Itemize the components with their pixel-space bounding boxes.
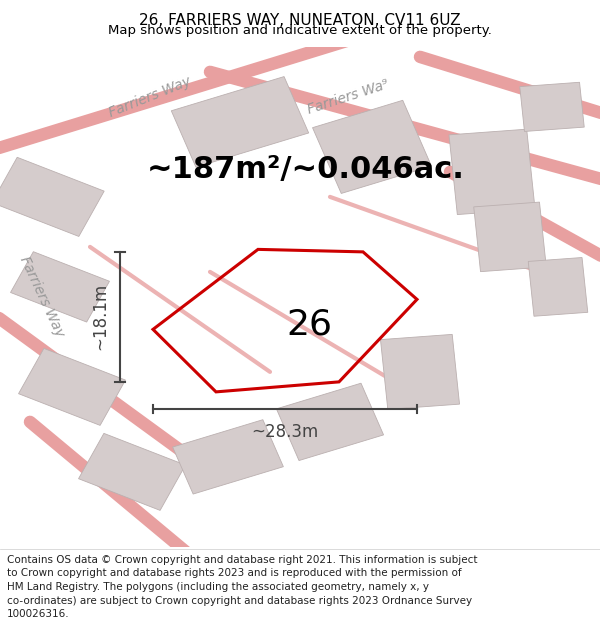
Text: ~187m²/~0.046ac.: ~187m²/~0.046ac. (147, 155, 465, 184)
Text: Contains OS data © Crown copyright and database right 2021. This information is : Contains OS data © Crown copyright and d… (7, 555, 478, 565)
Text: co-ordinates) are subject to Crown copyright and database rights 2023 Ordnance S: co-ordinates) are subject to Crown copyr… (7, 596, 472, 606)
Polygon shape (313, 100, 431, 194)
Text: ~28.3m: ~28.3m (251, 423, 319, 441)
Polygon shape (277, 383, 383, 461)
Text: Map shows position and indicative extent of the property.: Map shows position and indicative extent… (108, 24, 492, 36)
Polygon shape (449, 129, 535, 214)
Polygon shape (474, 202, 546, 272)
Text: ~18.1m: ~18.1m (91, 283, 109, 351)
Text: 26, FARRIERS WAY, NUNEATON, CV11 6UZ: 26, FARRIERS WAY, NUNEATON, CV11 6UZ (139, 13, 461, 28)
Polygon shape (520, 82, 584, 131)
Polygon shape (172, 77, 308, 167)
Polygon shape (19, 348, 125, 426)
Polygon shape (0, 158, 104, 236)
Text: HM Land Registry. The polygons (including the associated geometry, namely x, y: HM Land Registry. The polygons (includin… (7, 582, 429, 592)
Text: to Crown copyright and database rights 2023 and is reproduced with the permissio: to Crown copyright and database rights 2… (7, 568, 462, 578)
Text: 100026316.: 100026316. (7, 609, 70, 619)
Polygon shape (528, 258, 588, 316)
Polygon shape (380, 334, 460, 409)
Polygon shape (79, 433, 185, 511)
Text: Farriers Way: Farriers Way (107, 74, 193, 120)
Polygon shape (173, 420, 283, 494)
Text: Farriers Wa⁹: Farriers Wa⁹ (305, 77, 391, 117)
Text: Farriers Way: Farriers Way (17, 254, 67, 339)
Polygon shape (11, 252, 109, 322)
Text: 26: 26 (286, 308, 332, 342)
